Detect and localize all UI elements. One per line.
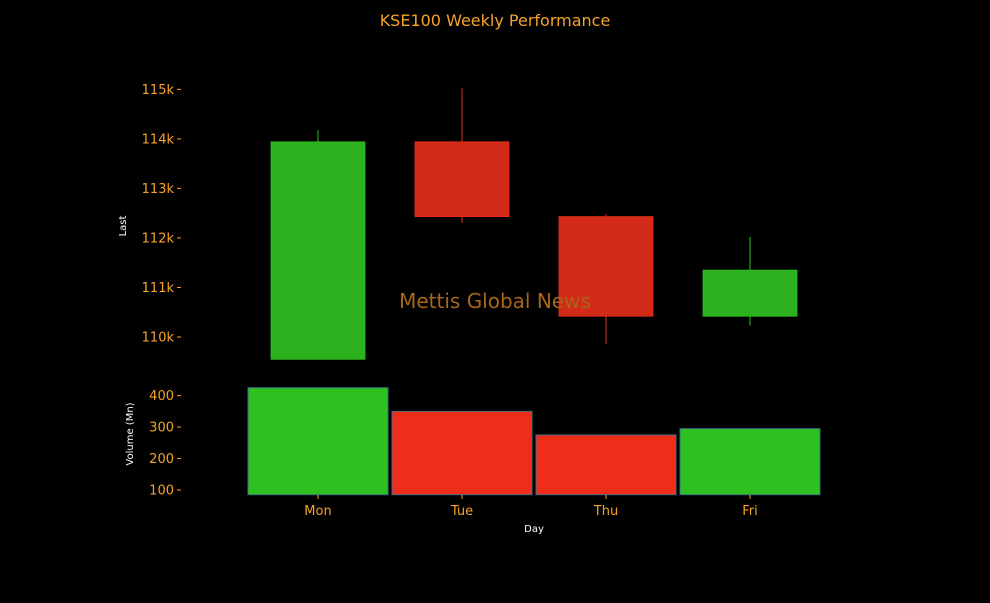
volume-axis-label: Volume (Mn) [125,402,136,465]
volume-bar-series [247,387,821,496]
volume-tick-label: 100 [149,484,174,499]
volume-bar-fri [679,428,821,496]
price-tick-label: 115k [142,83,175,98]
price-tick-label: 113k [142,182,175,197]
price-axis-label: Last [118,216,129,237]
volume-tick-label: 400 [149,389,174,404]
volume-tick-label: 200 [149,452,174,467]
price-tick-label: 114k [142,132,175,147]
price-tick-label: 110k [142,331,175,346]
day-tick-label-thu: Thu [593,504,618,519]
day-tick-label-fri: Fri [742,504,758,519]
chart-title: KSE100 Weekly Performance [380,11,611,30]
day-tick-label-mon: Mon [304,504,331,519]
candle-body-fri [702,269,798,317]
candle-body-thu [558,216,654,317]
candle-body-tue [414,141,510,218]
volume-axis: 100 200 300 400 [149,389,181,499]
price-axis: 110k 111k 112k 113k 114k 115k [142,83,181,346]
day-axis: Mon Tue Thu Fri [304,495,758,519]
day-tick-label-tue: Tue [450,504,473,519]
watermark-text: Mettis Global News [399,289,591,313]
volume-tick-label: 300 [149,421,174,436]
candle-body-mon [270,141,366,360]
volume-bar-thu [535,434,677,496]
price-tick-label: 112k [142,231,175,246]
volume-bar-tue [391,410,533,496]
day-axis-label: Day [524,524,544,535]
price-tick-label: 111k [142,281,175,296]
volume-bar-mon [247,387,389,496]
candlestick-series [270,88,798,360]
